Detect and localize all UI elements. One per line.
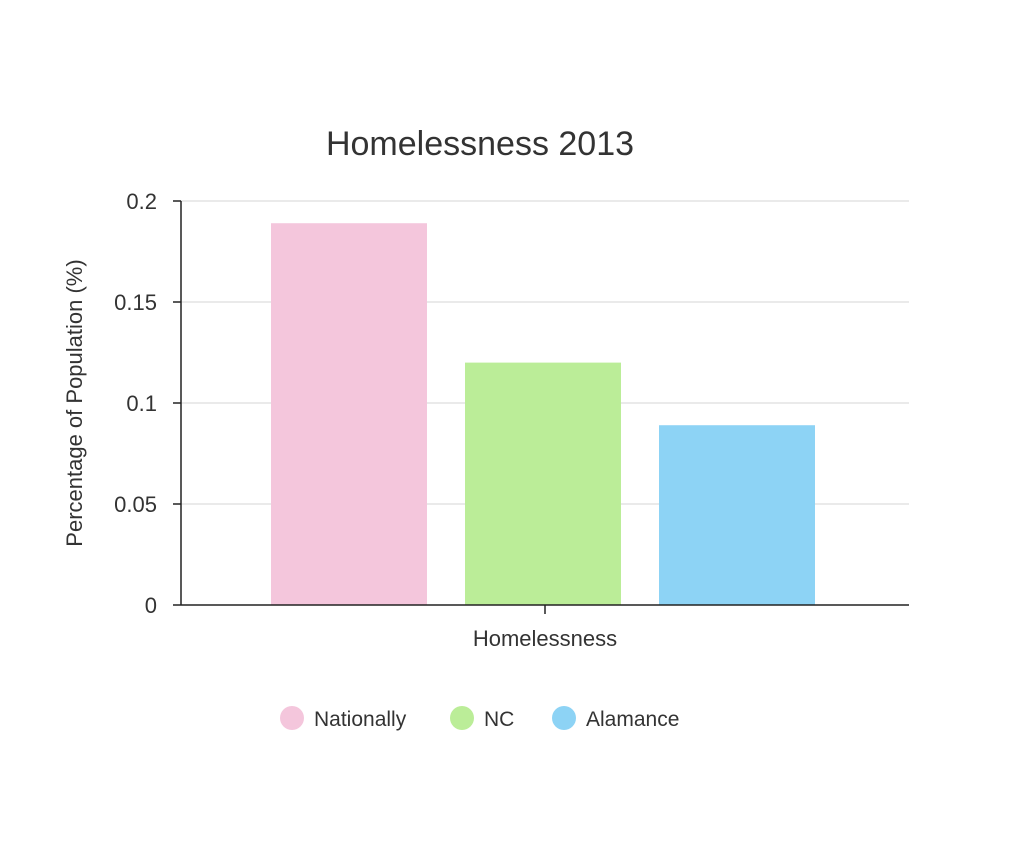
legend: Nationally NC Alamance: [280, 706, 679, 731]
y-tick-label: 0.1: [126, 391, 157, 416]
legend-item-nc[interactable]: NC: [450, 706, 514, 731]
x-axis-ticks: Homelessness: [473, 605, 617, 651]
x-tick-label: Homelessness: [473, 626, 617, 651]
y-tick-label: 0.15: [114, 290, 157, 315]
y-axis-ticks: 0 0.05 0.1 0.15 0.2: [114, 189, 181, 618]
bar-nationally[interactable]: [271, 223, 427, 605]
legend-swatch: [552, 706, 576, 730]
legend-label: NC: [484, 708, 514, 731]
y-tick-label: 0.2: [126, 189, 157, 214]
bar-alamance[interactable]: [659, 425, 815, 605]
legend-label: Alamance: [586, 708, 679, 731]
legend-item-nationally[interactable]: Nationally: [280, 706, 407, 731]
bars: [271, 223, 815, 605]
y-axis-title: Percentage of Population (%): [62, 259, 87, 546]
bar-nc[interactable]: [465, 362, 621, 605]
y-tick-label: 0: [145, 593, 157, 618]
legend-label: Nationally: [314, 708, 407, 731]
legend-item-alamance[interactable]: Alamance: [552, 706, 679, 731]
chart-title: Homelessness 2013: [326, 125, 634, 163]
y-tick-label: 0.05: [114, 492, 157, 517]
legend-swatch: [450, 706, 474, 730]
legend-swatch: [280, 706, 304, 730]
